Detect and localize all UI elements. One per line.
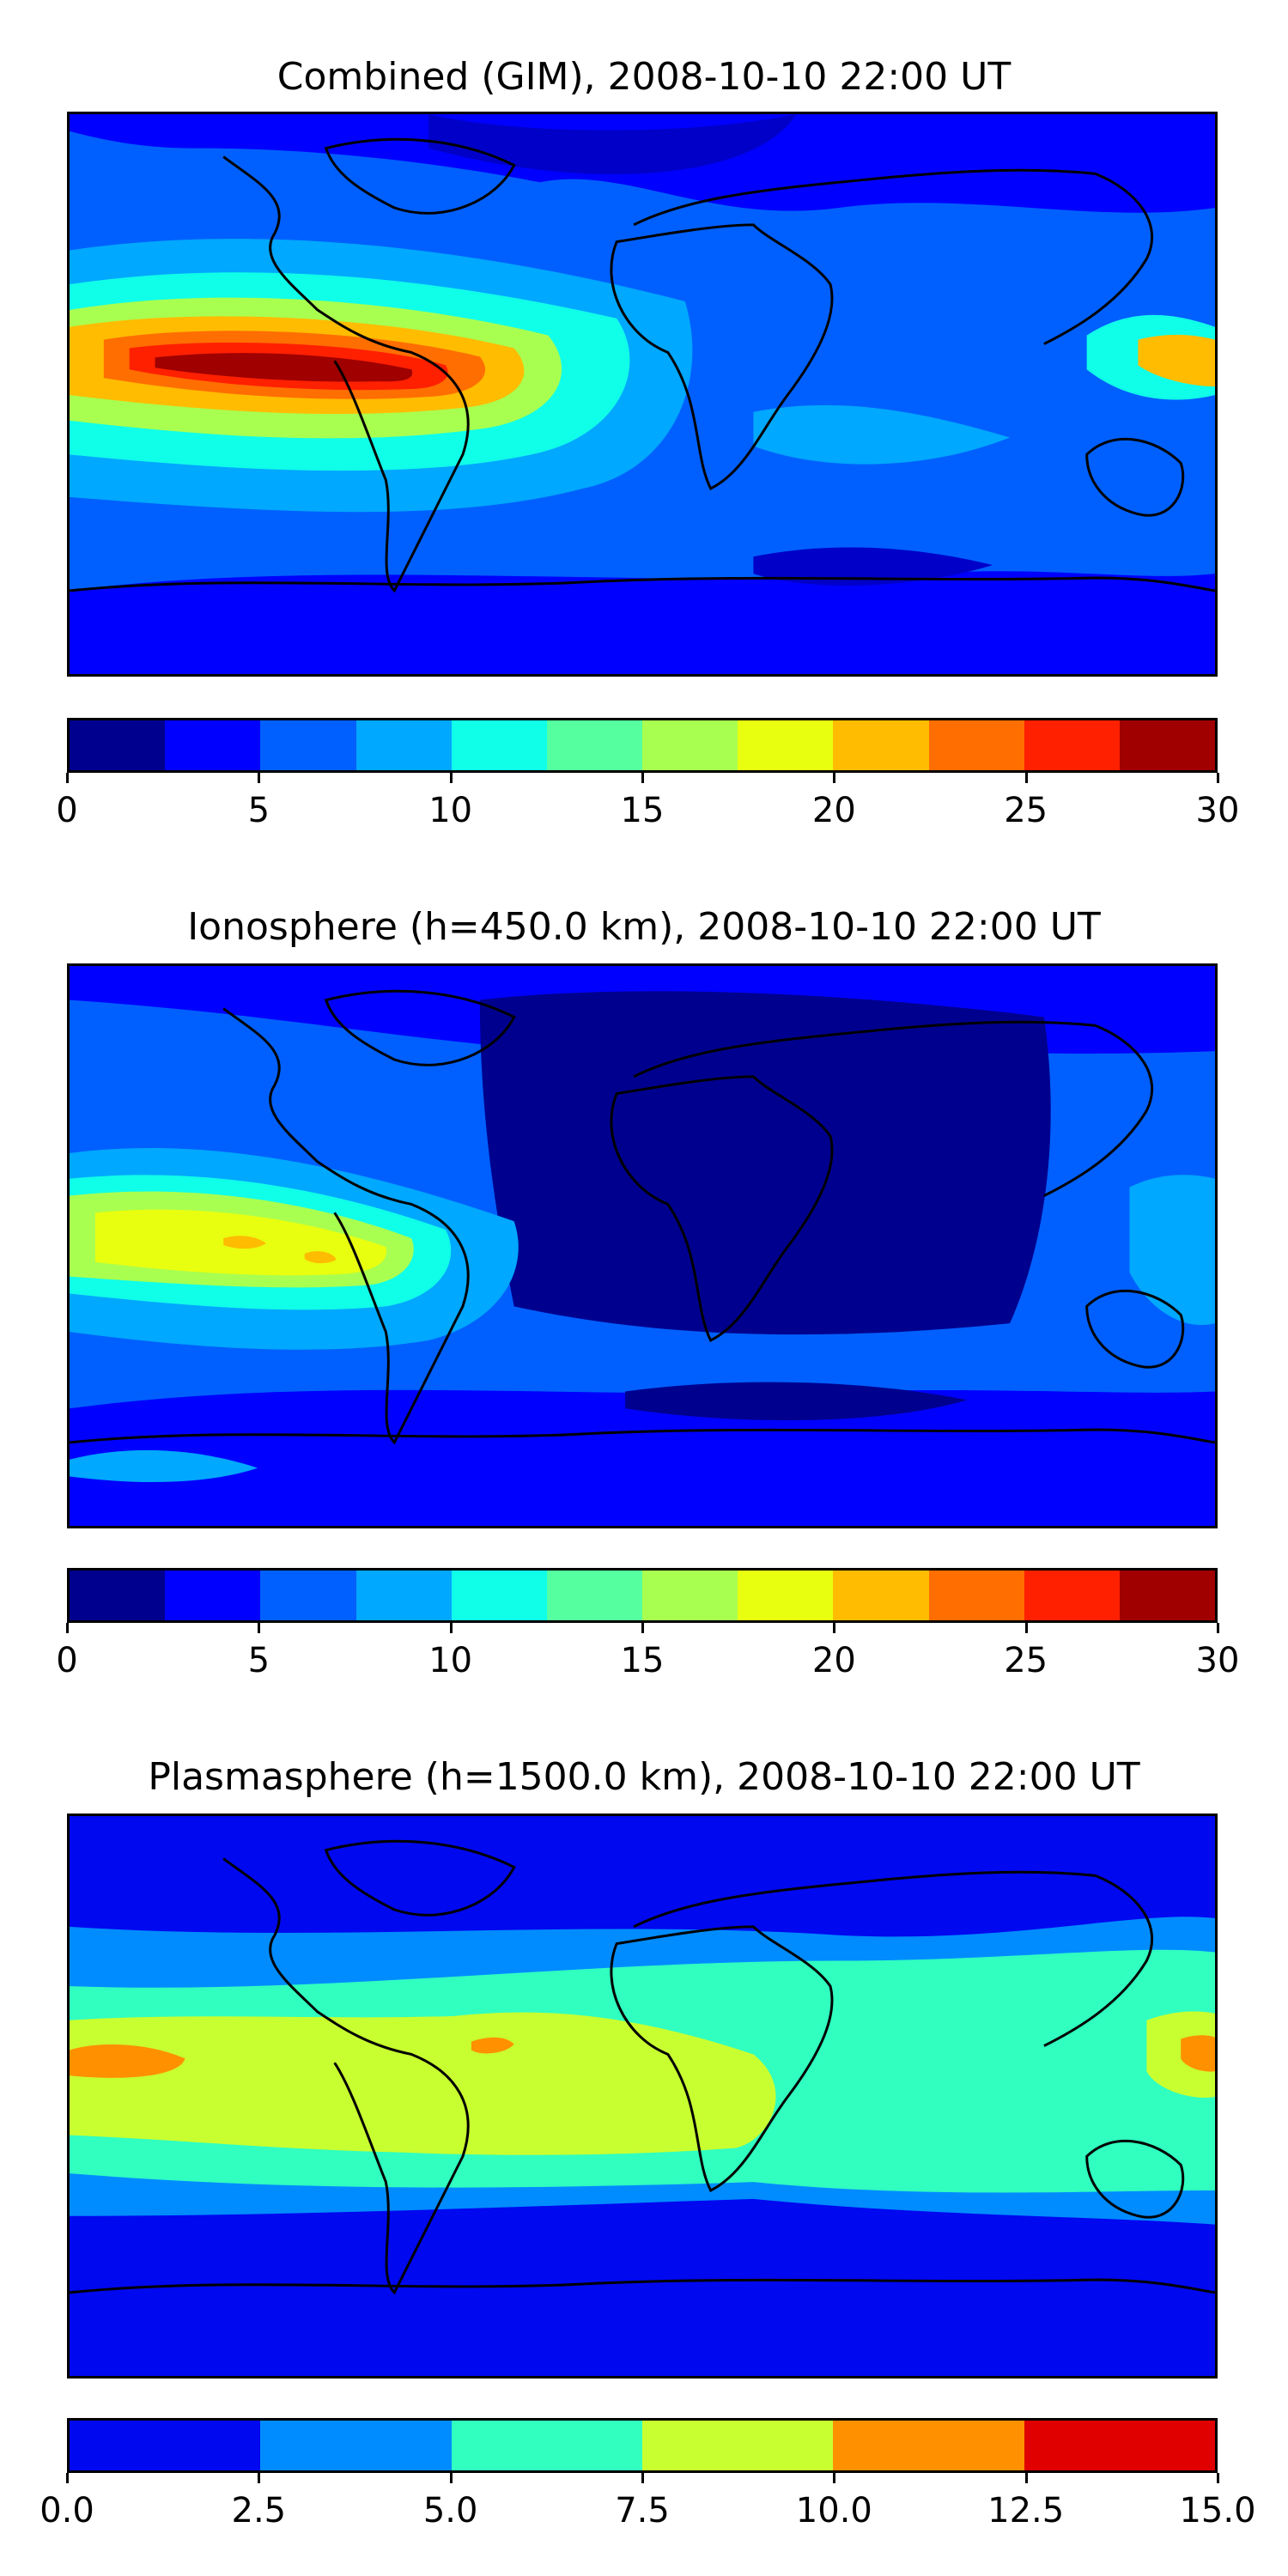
tick-mark [1024, 1623, 1028, 1633]
colorbar-segment [165, 720, 261, 770]
tick-mark [66, 1623, 69, 1633]
colorbar-segment [738, 720, 834, 770]
colorbar-segment [165, 1571, 261, 1620]
colorbar-segment [833, 1571, 929, 1620]
tick-label: 5 [247, 1641, 270, 1680]
map-ionosphere [67, 963, 1218, 1528]
panel-title-ionosphere: Ionosphere (h=450.0 km), 2008-10-10 22:0… [187, 905, 1101, 949]
colorbar-segment [451, 1571, 547, 1620]
colorbar-ticks-combined: 0 5 10 15 20 25 30 [56, 773, 1239, 841]
tick-label: 30 [1195, 1641, 1240, 1680]
tick-label: 25 [1004, 791, 1048, 830]
colorbar-segment [70, 1571, 166, 1620]
panel-title-combined: Combined (GIM), 2008-10-10 22:00 UT [276, 55, 1012, 99]
tick-mark [1024, 2473, 1028, 2483]
colorbar-segment [833, 720, 929, 770]
tick-mark [66, 773, 69, 783]
colorbar-segment [260, 720, 356, 770]
colorbar-segment [642, 720, 738, 770]
colorbar-segment [260, 2421, 452, 2470]
tick-mark [641, 773, 644, 783]
colorbar-plasmasphere [67, 2418, 1218, 2473]
tick-label: 10.0 [795, 2491, 872, 2530]
colorbar-segment [833, 2421, 1024, 2470]
colorbar-segment [1024, 1571, 1120, 1620]
map-plasmasphere [67, 1814, 1218, 2379]
tick-label: 12.5 [987, 2491, 1065, 2530]
tick-mark [66, 2473, 69, 2483]
tick-label: 25 [1004, 1641, 1048, 1680]
colorbar-segment [641, 2421, 834, 2470]
colorbar-segment [451, 720, 547, 770]
colorbar-segment [642, 1571, 738, 1620]
colorbar-segment [1119, 1571, 1216, 1620]
colorbar-segment [1024, 720, 1120, 770]
colorbar-segment [928, 1571, 1024, 1620]
panel-title-plasmasphere: Plasmasphere (h=1500.0 km), 2008-10-10 2… [148, 1755, 1140, 1799]
tick-mark [641, 2473, 644, 2483]
colorbar-ticks-plasmasphere: 0.0 2.5 5.0 7.5 10.0 12.5 15.0 [39, 2473, 1256, 2542]
tick-label: 15.0 [1179, 2491, 1256, 2530]
colorbar-segment [70, 2421, 261, 2470]
colorbar-segment [451, 2421, 642, 2470]
tick-label: 20 [811, 1641, 856, 1680]
tick-mark [258, 2473, 261, 2483]
map-combined-gim [67, 112, 1218, 677]
colorbar-segment [546, 1571, 643, 1620]
colorbar-ticks-ionosphere: 0 5 10 15 20 25 30 [56, 1623, 1239, 1692]
tick-mark [833, 1623, 836, 1633]
tick-mark [258, 773, 261, 783]
colorbar-segment [928, 720, 1024, 770]
tick-label: 10 [428, 1641, 473, 1680]
colorbar-segment [546, 720, 643, 770]
colorbar-segment [1024, 2421, 1215, 2470]
tick-mark [449, 2473, 453, 2483]
tick-label: 10 [428, 791, 473, 830]
tick-mark [1217, 2473, 1219, 2483]
colorbar-segment [355, 1571, 452, 1620]
colorbar-segment [1119, 720, 1216, 770]
colorbar-segment [70, 720, 166, 770]
tick-mark [1024, 773, 1028, 783]
tick-mark [1217, 1623, 1219, 1633]
tick-label: 15 [620, 1641, 665, 1680]
tick-label: 30 [1195, 791, 1240, 830]
colorbar-segment [355, 720, 452, 770]
tick-mark [449, 1623, 453, 1633]
tick-label: 5 [247, 791, 270, 830]
tick-label: 15 [620, 791, 665, 830]
tick-label: 20 [811, 791, 856, 830]
tick-label: 0 [56, 791, 78, 830]
tick-label: 2.5 [231, 2491, 287, 2530]
colorbar-combined [67, 718, 1218, 773]
tick-mark [1217, 773, 1219, 783]
tick-label: 7.5 [615, 2491, 670, 2530]
tick-label: 0.0 [39, 2491, 94, 2530]
colorbar-segment [260, 1571, 356, 1620]
colorbar-segment [738, 1571, 834, 1620]
tick-mark [449, 773, 453, 783]
colorbar-ionosphere [67, 1568, 1218, 1623]
tick-label: 5.0 [422, 2491, 478, 2530]
tick-mark [833, 773, 836, 783]
tick-mark [258, 1623, 261, 1633]
tick-label: 0 [56, 1641, 78, 1680]
tick-mark [833, 2473, 836, 2483]
tick-mark [641, 1623, 644, 1633]
